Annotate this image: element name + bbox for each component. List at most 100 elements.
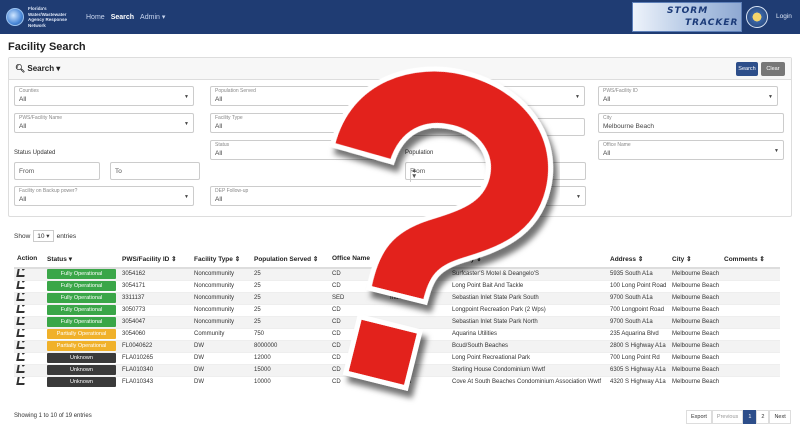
edit-icon[interactable] bbox=[16, 377, 26, 386]
city-cell: Melbourne Beach bbox=[669, 351, 721, 364]
city-cell: Melbourne Beach bbox=[669, 375, 721, 388]
status-badge: Unknown bbox=[47, 377, 116, 388]
edit-icon[interactable] bbox=[16, 329, 26, 337]
facility-name-cell: Long Point Bait And Tackle bbox=[449, 279, 607, 292]
page-1-button[interactable]: 1 bbox=[743, 410, 757, 424]
address-cell: 6305 S Highway A1a bbox=[607, 363, 669, 376]
population-served-value: All bbox=[215, 96, 223, 103]
action-cell bbox=[14, 291, 44, 304]
address-cell: 700 Long Point Rd bbox=[607, 351, 669, 364]
chevron-down-icon: ▼ bbox=[380, 148, 385, 154]
county-cell bbox=[387, 339, 449, 352]
col-header-city[interactable]: City ⇕ bbox=[669, 250, 721, 269]
entries-select[interactable]: 10 ▾ bbox=[33, 230, 54, 242]
counties-label: Counties bbox=[19, 88, 39, 94]
office-cell: CD bbox=[329, 315, 387, 328]
population-range-label: Population bbox=[405, 150, 434, 156]
stepper-icon[interactable]: ▲ ▼ bbox=[410, 167, 418, 182]
nav-admin-dropdown[interactable]: Admin ▾ bbox=[140, 14, 166, 21]
office-cell: CD bbox=[329, 303, 387, 316]
export-button[interactable]: Export bbox=[686, 410, 712, 424]
page-title: Facility Search bbox=[8, 41, 86, 53]
comments-cell bbox=[721, 363, 780, 376]
status-badge: Fully Operational bbox=[47, 269, 116, 280]
population-to-input[interactable]: To ▲ ▼ bbox=[500, 162, 586, 182]
search-toggle[interactable]: 🔍︎ Search ▾ bbox=[15, 64, 60, 73]
action-cell bbox=[14, 315, 44, 328]
facility-type-cell: Noncommunity bbox=[191, 291, 251, 304]
city-label: City bbox=[603, 115, 612, 121]
status-updated-to-input[interactable]: To bbox=[110, 162, 200, 180]
col-header-facility-type-label: Facility Type bbox=[194, 255, 233, 263]
edit-icon[interactable] bbox=[16, 353, 26, 361]
col-header-county[interactable]: County Name bbox=[387, 250, 449, 269]
page-2-button[interactable]: 2 bbox=[756, 410, 770, 424]
population-served-select[interactable]: Population Served All ▼ bbox=[210, 86, 390, 106]
edit-icon[interactable] bbox=[16, 281, 26, 289]
facility-type-select[interactable]: Facility Type All ▼ bbox=[210, 113, 390, 133]
facility-type-cell: DW bbox=[191, 363, 251, 376]
county-cell: Brevard bbox=[387, 363, 449, 376]
comments-cell bbox=[721, 375, 780, 388]
seal-icon bbox=[746, 6, 768, 28]
edit-icon[interactable] bbox=[16, 269, 26, 278]
population-cell: 25 bbox=[251, 267, 329, 280]
col-header-population[interactable]: Population Served ⇕ bbox=[251, 250, 329, 269]
status-updated-from-input[interactable]: From bbox=[14, 162, 100, 180]
edit-icon[interactable] bbox=[16, 341, 26, 349]
col-header-pws-id[interactable]: PWS/Facility ID ⇕ bbox=[119, 250, 191, 269]
status-cell: Partially Operational bbox=[44, 339, 119, 352]
col-header-facility[interactable]: Facility ⇕ bbox=[449, 250, 607, 269]
status-cell: Fully Operational bbox=[44, 303, 119, 316]
chevron-down-icon: ▼ bbox=[184, 194, 189, 200]
col-header-address[interactable]: Address ⇕ bbox=[607, 250, 669, 269]
agency-logo[interactable] bbox=[6, 8, 24, 26]
facility-name-cell: Sterling House Condominium Wwtf bbox=[449, 363, 607, 376]
login-link[interactable]: Login bbox=[776, 13, 792, 20]
office-name-select[interactable]: Office Name All ▼ bbox=[598, 140, 784, 160]
chevron-down-icon: ▼ bbox=[774, 148, 779, 154]
nav-home-link[interactable]: Home bbox=[86, 13, 105, 21]
status-badge: Fully Operational bbox=[47, 293, 116, 303]
column3-row1-select[interactable]: All ▼ bbox=[405, 86, 585, 106]
facility-type-cell: Noncommunity bbox=[191, 303, 251, 316]
status-badge: Unknown bbox=[47, 353, 116, 363]
col-header-office[interactable]: Office Name bbox=[329, 250, 387, 269]
sort-icon: ⇕ bbox=[234, 255, 241, 263]
previous-page-button[interactable]: Previous bbox=[711, 410, 744, 424]
sort-desc-icon: ▾ bbox=[68, 255, 72, 263]
status-select[interactable]: Status All ▼ bbox=[210, 140, 390, 160]
status-badge: Partially Operational bbox=[47, 329, 116, 339]
edit-icon[interactable] bbox=[16, 317, 26, 325]
table-row: Unknown FLA010265 DW 12000 CD Brevard Long Poi… bbox=[14, 351, 780, 364]
dep-follow-up-select[interactable]: DEP Follow-up All ▼ bbox=[210, 186, 586, 206]
clear-button[interactable]: Clear bbox=[761, 62, 785, 76]
facility-type-value: All bbox=[215, 123, 223, 130]
pws-facility-name-label: PWS/Facility Name bbox=[19, 115, 63, 121]
backup-power-select[interactable]: Facility on Backup power? All ▼ bbox=[14, 186, 194, 206]
table-row: Fully Operational 3050773 Noncommunity 25 CD… bbox=[14, 303, 780, 316]
next-page-button[interactable]: Next bbox=[769, 410, 791, 424]
counties-select[interactable]: Counties All ▼ bbox=[14, 86, 194, 106]
address-cell: 235 Aquarina Blvd bbox=[607, 327, 669, 340]
org-name-line1: Florida's Water/Wastewater bbox=[28, 6, 67, 17]
status-label: Status bbox=[215, 142, 230, 148]
col-header-facility-type[interactable]: Facility Type ⇕ bbox=[191, 250, 251, 269]
stepper-icon[interactable]: ▲ ▼ bbox=[505, 167, 513, 182]
edit-icon[interactable] bbox=[16, 293, 26, 301]
population-from-input[interactable]: From ▲ ▼ bbox=[405, 162, 495, 182]
search-button[interactable]: Search bbox=[736, 62, 758, 76]
edit-icon[interactable] bbox=[16, 365, 26, 373]
address-input[interactable]: Address bbox=[405, 118, 585, 136]
show-label: Show bbox=[14, 232, 31, 240]
city-cell: Melbourne Beach bbox=[669, 267, 721, 280]
city-cell: Melbourne Beach bbox=[669, 303, 721, 316]
population-cell: 12000 bbox=[251, 351, 329, 364]
nav-search-link[interactable]: Search bbox=[110, 13, 135, 21]
pws-facility-name-select[interactable]: PWS/Facility Name All ▼ bbox=[14, 113, 194, 133]
pws-facility-id-select[interactable]: PWS/Facility ID All ▼ bbox=[598, 86, 778, 106]
col-header-comments[interactable]: Comments ⇕ bbox=[721, 250, 780, 269]
col-header-status[interactable]: Status ▾ bbox=[44, 250, 119, 269]
city-input[interactable]: City Melbourne Beach bbox=[598, 113, 784, 133]
edit-icon[interactable] bbox=[16, 305, 26, 313]
